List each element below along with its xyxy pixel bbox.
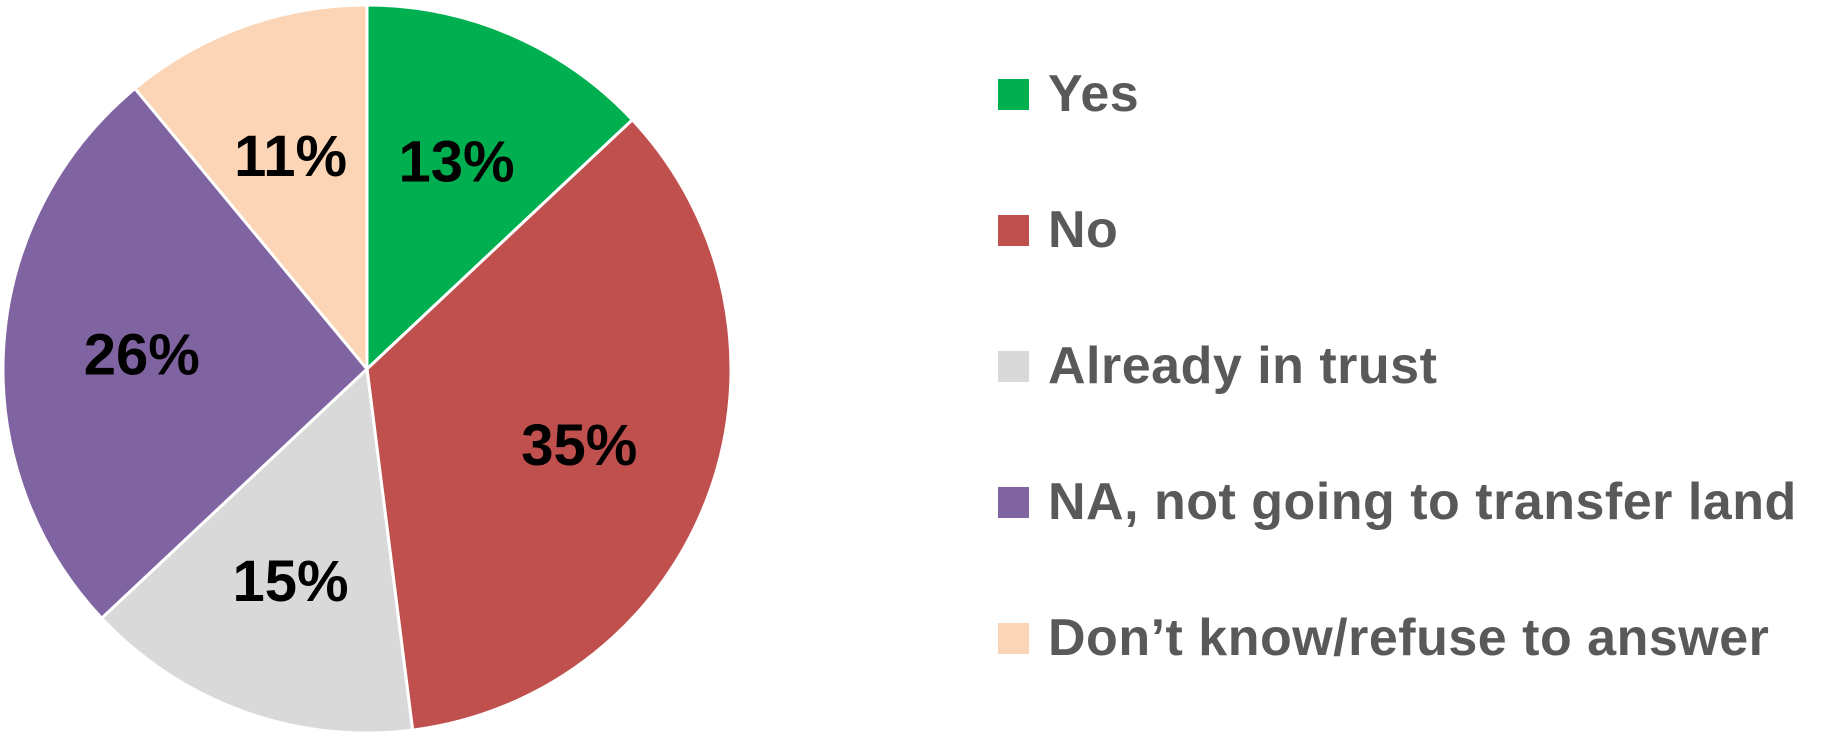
data-label-already-in-trust: 15% — [233, 549, 349, 614]
legend-item-na-not-going-to-transfer: NA, not going to transfer land — [998, 470, 1838, 606]
legend-swatch-no — [998, 215, 1029, 246]
legend-swatch-already-in-trust — [998, 351, 1029, 382]
legend-swatch-na-not-going-to-transfer — [998, 487, 1029, 518]
pie-data-labels: 13% 35% 15% 26% 11% — [84, 124, 638, 614]
pie-slice-yes — [365, 3, 634, 371]
legend-swatch-yes — [998, 79, 1029, 110]
legend-label-dont-know-refuse: Don’t know/refuse to answer — [1048, 609, 1770, 667]
legend-item-dont-know-refuse: Don’t know/refuse to answer — [998, 606, 1838, 742]
legend-item-yes: Yes — [998, 62, 1838, 198]
data-label-no: 35% — [521, 413, 637, 478]
pie-slice-already-in-trust — [100, 367, 415, 735]
data-label-yes: 13% — [399, 129, 515, 194]
legend-swatch-dont-know-refuse — [998, 623, 1029, 654]
data-label-na-not-going-to-transfer-land: 26% — [84, 322, 200, 387]
pie-slice-don-t-know-refuse-to-answer — [133, 3, 369, 371]
legend-item-already-in-trust: Already in trust — [998, 334, 1838, 470]
data-label-don-t-know-refuse-to-answer: 11% — [234, 124, 347, 189]
pie-slices — [1, 3, 733, 735]
legend-item-no: No — [998, 198, 1838, 334]
legend-label-no: No — [1048, 201, 1119, 259]
pie-slice-no — [365, 118, 733, 732]
pie-slice-na-not-going-to-transfer-land — [1, 87, 369, 620]
legend-label-na-not-going-to-transfer: NA, not going to transfer land — [1048, 473, 1797, 531]
legend-label-yes: Yes — [1048, 65, 1140, 123]
legend: Yes No Already in trust NA, not going to… — [998, 62, 1838, 742]
legend-label-already-in-trust: Already in trust — [1048, 337, 1438, 395]
